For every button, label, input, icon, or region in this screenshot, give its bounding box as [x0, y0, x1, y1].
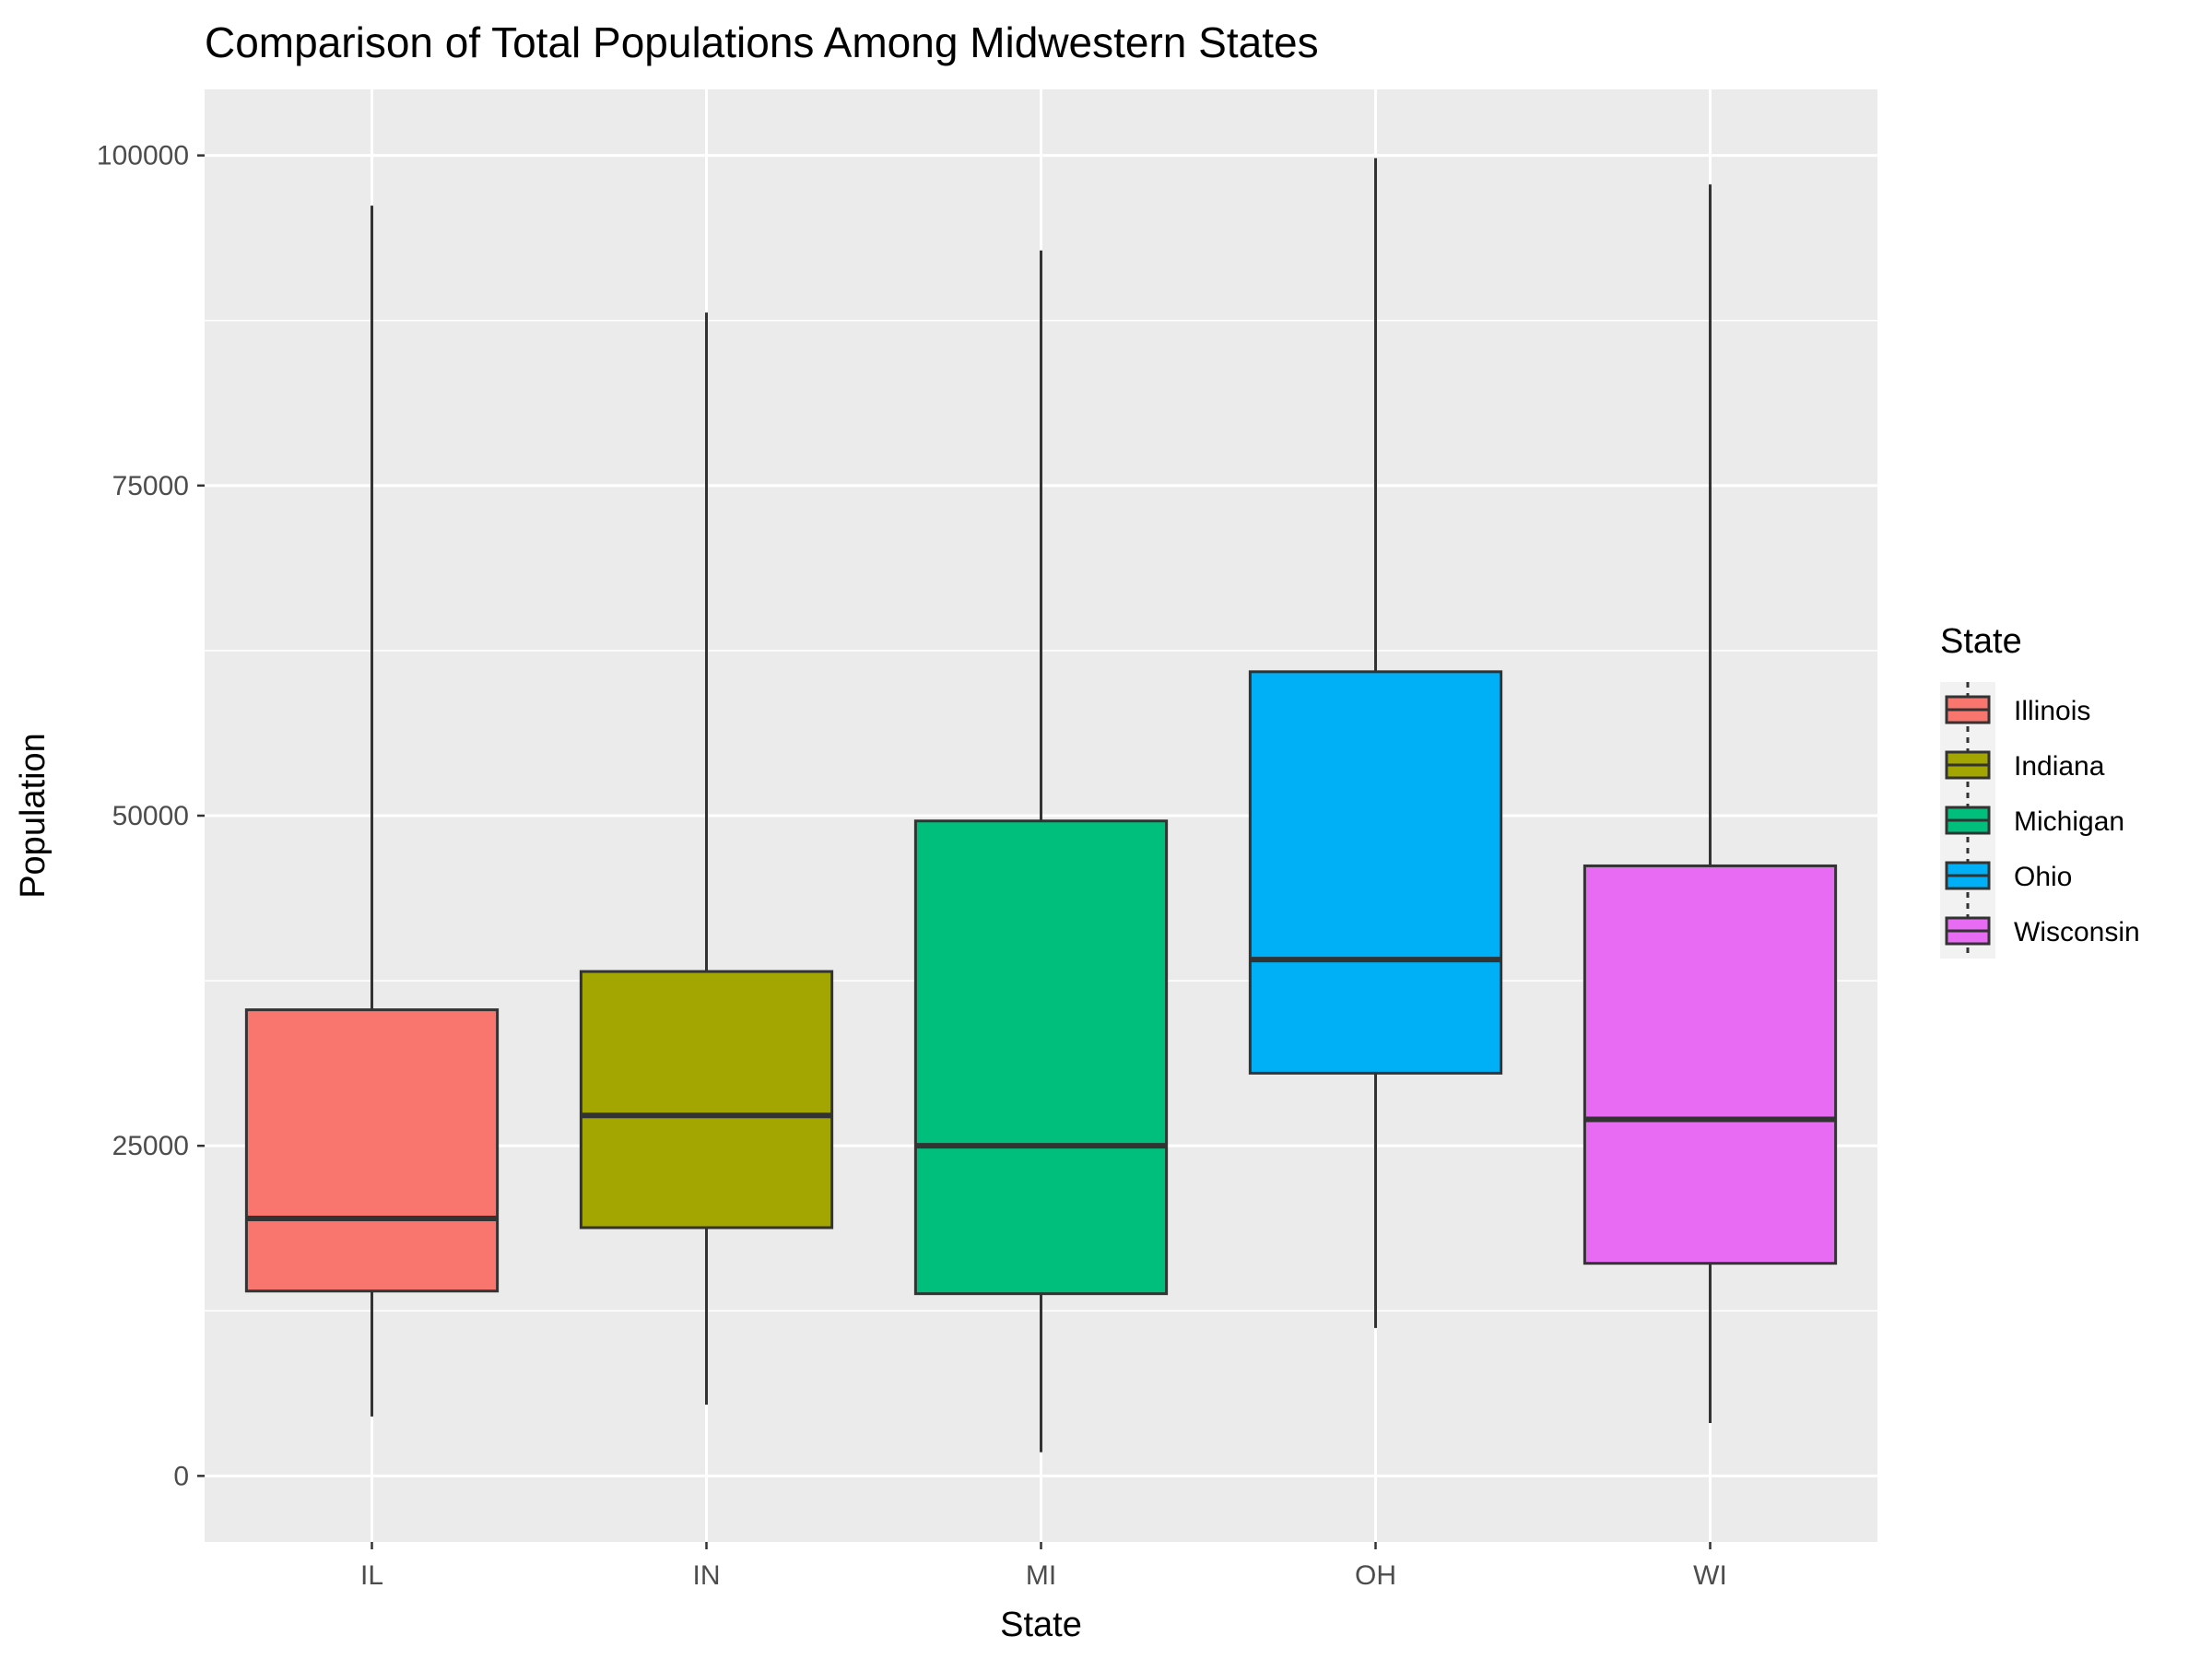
legend-key-WI: Wisconsin: [1940, 903, 2140, 959]
box-iqr: [1248, 670, 1503, 1075]
box-IL: [244, 206, 500, 1417]
legend-keys: Illinois Indiana Michigan Ohio Wisconsin: [1940, 682, 2140, 959]
box-IN: [579, 312, 834, 1405]
y-tick-label: 75000: [112, 471, 189, 501]
boxes: [244, 158, 1838, 1453]
y-tick-label: 50000: [112, 801, 189, 831]
box-iqr: [1583, 864, 1838, 1265]
box-OH: [1248, 158, 1503, 1328]
legend-label: Ohio: [2014, 862, 2072, 892]
box-iqr: [244, 1008, 500, 1293]
legend-key-IL: Illinois: [1940, 682, 2090, 737]
y-tick-label: 25000: [112, 1131, 189, 1161]
box-iqr: [913, 819, 1169, 1296]
y-axis-title: Population: [14, 733, 53, 899]
x-tick-label: IN: [693, 1560, 721, 1591]
box-MI: [913, 250, 1169, 1453]
x-tick-label: MI: [1026, 1560, 1056, 1591]
y-axis: 0 25000 50000 75000 100000: [97, 141, 205, 1491]
x-tick-label: WI: [1693, 1560, 1727, 1591]
legend-key-OH: Ohio: [1940, 848, 2072, 903]
legend-key-MI: Michigan: [1940, 793, 2124, 848]
legend-label: Wisconsin: [2014, 917, 2140, 947]
box-iqr: [579, 970, 834, 1230]
legend-key-IN: Indiana: [1940, 737, 2105, 793]
box-WI: [1583, 184, 1838, 1424]
x-axis-title: State: [1000, 1606, 1082, 1644]
legend: State Illinois Indiana Michigan Ohio Wiscons…: [1940, 622, 2140, 959]
legend-title: State: [1940, 622, 2022, 661]
x-axis: IL IN MI OH WI: [360, 1542, 1727, 1591]
chart-title: Comparison of Total Populations Among Mi…: [205, 18, 1319, 66]
legend-label: Indiana: [2014, 751, 2105, 782]
x-tick-label: OH: [1355, 1560, 1396, 1591]
y-tick-label: 100000: [97, 141, 189, 171]
legend-label: Illinois: [2014, 696, 2090, 726]
x-tick-label: IL: [360, 1560, 383, 1591]
y-tick-label: 0: [173, 1461, 189, 1491]
legend-label: Michigan: [2014, 806, 2124, 837]
